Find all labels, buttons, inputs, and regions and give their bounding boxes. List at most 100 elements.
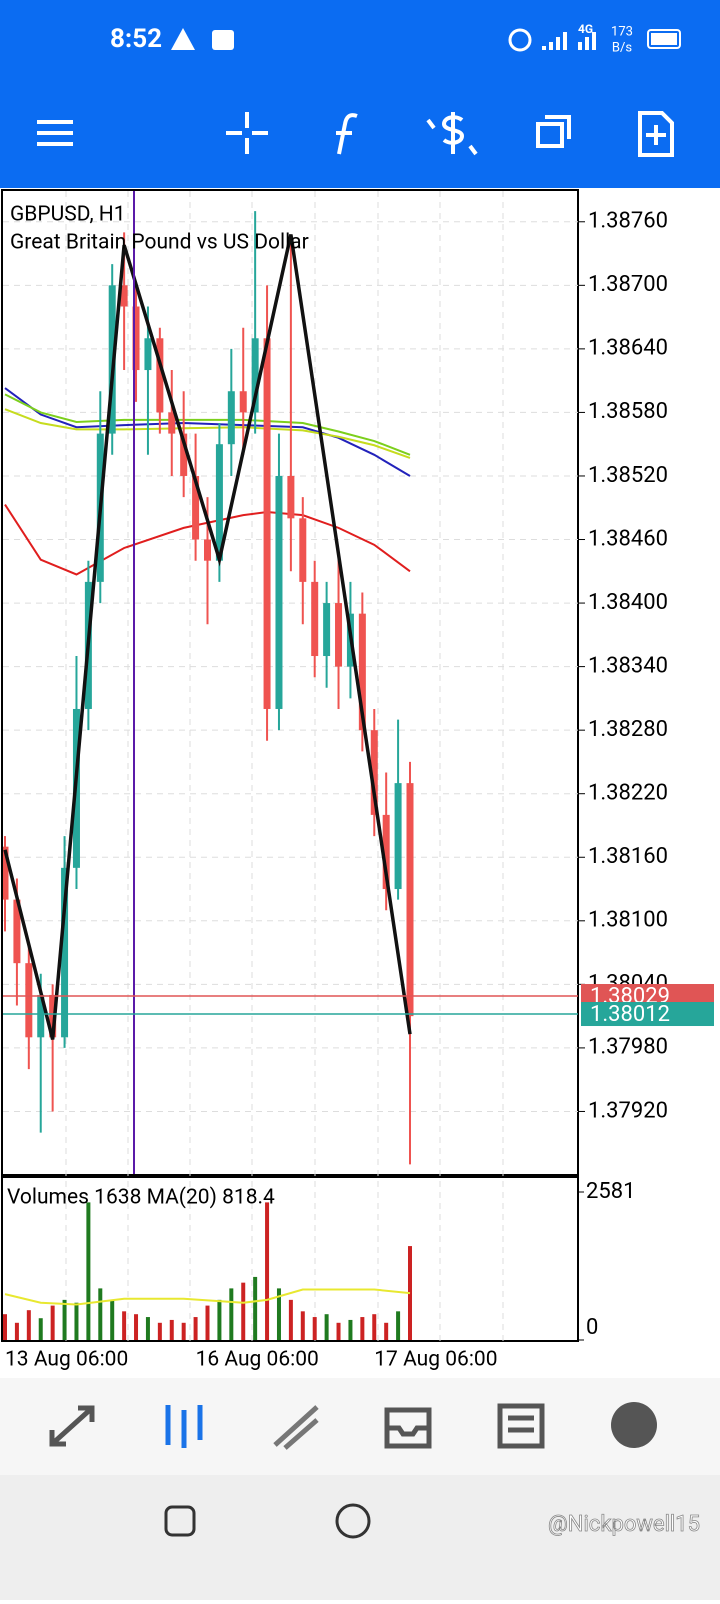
new-order-button[interactable] — [638, 111, 674, 157]
crosshair-button[interactable] — [226, 112, 268, 154]
chart-tab[interactable] — [165, 1405, 203, 1448]
volume-bar — [62, 1299, 67, 1340]
volume-bar — [324, 1314, 329, 1340]
candle-body — [156, 338, 164, 413]
candle-body — [394, 783, 402, 890]
zigzag — [3, 234, 412, 1040]
volume-bar — [145, 1317, 150, 1340]
battery — [647, 29, 681, 49]
price-plot — [3, 211, 578, 1165]
candle-body — [263, 338, 271, 709]
volume-bar — [217, 1299, 222, 1340]
volume-bar — [122, 1311, 127, 1340]
candle-body — [180, 433, 188, 476]
messages-tab[interactable] — [611, 1402, 657, 1448]
battery-level — [651, 33, 677, 45]
moving-average — [4, 393, 411, 456]
windows-button[interactable] — [536, 115, 571, 148]
menu-button[interactable] — [37, 120, 73, 146]
volume-bar — [205, 1305, 210, 1340]
candle-body — [299, 518, 307, 582]
candle-body — [370, 730, 378, 815]
volume-frame — [1, 1176, 579, 1342]
app-icon — [212, 30, 234, 50]
volume-bar — [300, 1311, 305, 1340]
chart-subtitle: Great Britain Pound vs US Dollar — [10, 231, 309, 255]
volume-bar — [384, 1322, 389, 1340]
volume-bar — [265, 1202, 270, 1340]
candle-body — [25, 963, 33, 1038]
volume-bar — [26, 1310, 31, 1340]
candle-body — [287, 475, 295, 519]
warning-icon — [171, 28, 195, 50]
candle-body — [168, 412, 176, 434]
volume-tick-label: 0 — [586, 1315, 598, 1340]
candle-body — [275, 475, 283, 709]
x-tick-label: 16 Aug 06:00 — [196, 1348, 319, 1372]
x-tick-label: 13 Aug 06:00 — [5, 1348, 128, 1372]
indicators-button[interactable] — [336, 113, 358, 155]
candle-body — [215, 444, 223, 561]
y-tick-label: 1.38580 — [588, 399, 668, 424]
volume-bar — [3, 1314, 7, 1340]
candle-body — [251, 338, 259, 413]
moving-average — [4, 387, 411, 477]
moving-average — [4, 504, 411, 576]
bottom-nav — [0, 1378, 720, 1475]
y-tick-label: 1.38280 — [588, 717, 668, 742]
volume-bar — [157, 1322, 162, 1340]
candle-body — [335, 603, 343, 667]
volume-label: Volumes 1638 MA(20) 818.4 — [7, 1186, 275, 1210]
chart-frame — [1, 189, 579, 1176]
net-speed-unit: B/s — [612, 40, 632, 55]
volume-bar — [312, 1317, 317, 1340]
candle-body — [37, 994, 45, 1038]
volume-bar — [38, 1318, 43, 1340]
trade-tab[interactable] — [273, 1405, 319, 1450]
trade-button[interactable] — [426, 112, 478, 156]
y-tick-label: 1.38400 — [588, 590, 668, 615]
volume-bar — [74, 1302, 79, 1340]
system-nav — [0, 1475, 720, 1600]
candle-body — [239, 391, 247, 413]
alarm-icon — [508, 28, 532, 52]
candle-body — [132, 306, 140, 371]
y-tick-label: 1.38760 — [588, 209, 668, 234]
price-tag — [581, 1002, 714, 1027]
candle-body — [204, 539, 211, 561]
network-type: 4G — [578, 22, 593, 36]
volume-bar — [241, 1282, 246, 1340]
time-grid — [65, 191, 504, 1341]
volume-bar — [98, 1288, 103, 1340]
y-tick-label: 1.37980 — [588, 1035, 668, 1060]
volume-bar — [253, 1276, 258, 1340]
candle-body — [323, 603, 331, 657]
candle-body — [61, 867, 69, 1038]
volume-bar — [288, 1299, 293, 1340]
candle-body — [3, 846, 9, 900]
quotes-tab[interactable] — [49, 1405, 95, 1447]
candle-body — [13, 899, 21, 964]
y-tick-label: 1.38340 — [588, 653, 668, 678]
candle-body — [227, 391, 235, 445]
price-tag-label: 1.38012 — [590, 1002, 670, 1027]
candle-body — [406, 783, 414, 1017]
recents-button[interactable] — [164, 1505, 196, 1537]
candle-body — [192, 475, 200, 540]
history-tab[interactable] — [384, 1407, 432, 1449]
y-tick-label: 1.38700 — [588, 272, 668, 297]
volume-bar — [14, 1322, 19, 1340]
home-button[interactable] — [335, 1503, 371, 1539]
volume-bar — [396, 1311, 401, 1340]
volume-bar — [336, 1322, 341, 1340]
volume-bar — [169, 1319, 174, 1340]
volume-plot — [3, 1202, 412, 1340]
x-tick-label: 17 Aug 06:00 — [374, 1348, 497, 1372]
y-tick-label: 1.38640 — [588, 336, 668, 361]
news-tab[interactable] — [497, 1403, 545, 1449]
volume-bar — [110, 1299, 115, 1340]
volume-bar — [372, 1314, 377, 1340]
candle-body — [311, 581, 319, 657]
signal-icon — [542, 32, 596, 50]
